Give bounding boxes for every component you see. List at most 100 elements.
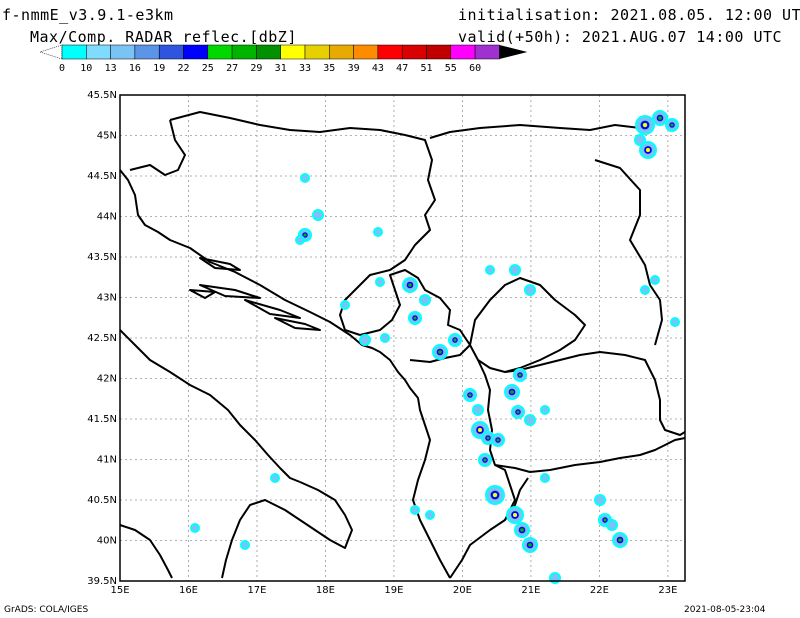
- lat-label: 42.5N: [87, 333, 117, 344]
- echo-cell: [297, 237, 303, 243]
- lon-label: 23E: [658, 585, 677, 596]
- echo-cell: [542, 475, 548, 481]
- border-serbia-east: [594, 159, 663, 346]
- lon-label: 21E: [521, 585, 540, 596]
- colorbar-label: 55: [445, 63, 457, 74]
- echo-cell: [375, 229, 381, 235]
- border-croatia-inner: [129, 119, 186, 176]
- echo-cell: [361, 336, 369, 344]
- echo-cell: [302, 175, 308, 181]
- border-macedonia: [504, 351, 686, 436]
- island-5: [189, 289, 216, 299]
- coastline-apulia: [221, 481, 353, 579]
- echo-cell: [242, 542, 248, 548]
- lat-label: 41.5N: [87, 414, 117, 425]
- colorbar-label: 25: [202, 63, 214, 74]
- coastline-istria: [119, 169, 451, 579]
- echo-peak: [493, 493, 497, 497]
- lat-label: 39.5N: [87, 576, 117, 587]
- echo-cell: [427, 512, 433, 518]
- colorbar-label: 33: [299, 63, 311, 74]
- coastline-italy: [119, 329, 301, 483]
- border-albania-east: [477, 359, 516, 521]
- lat-label: 40.5N: [87, 495, 117, 506]
- lat-label: 45.5N: [87, 90, 117, 101]
- coastline-greece: [449, 477, 529, 579]
- echo-core: [658, 116, 662, 120]
- echo-core: [468, 393, 472, 397]
- island-1: [199, 257, 241, 271]
- colorbar-label: 31: [275, 63, 287, 74]
- valid-time: valid(+50h): 2021.AUG.07 14:00 UTC: [458, 28, 783, 46]
- echo-core: [516, 410, 520, 414]
- echo-cell: [551, 574, 559, 582]
- echo-core: [438, 350, 442, 354]
- colorbar: 0 10 13 16 19 22 25 27 29 31 33 35 39 43 47 51 55 60: [39, 44, 528, 74]
- echo-core: [483, 458, 487, 462]
- lon-label: 22E: [590, 585, 609, 596]
- echo-cell: [192, 525, 198, 531]
- echo-peak: [513, 513, 517, 517]
- echo-cell: [421, 296, 429, 304]
- lon-label: 15E: [110, 585, 129, 596]
- map-frame: [119, 94, 686, 582]
- colorbar-label: 16: [129, 63, 141, 74]
- echo-cell: [636, 136, 644, 144]
- echo-core: [670, 123, 674, 127]
- model-title: f-nmmE_v3.9.1-e3km: [2, 6, 174, 24]
- footer-grads: GrADS: COLA/IGES: [4, 605, 89, 615]
- echo-cell: [526, 286, 534, 294]
- echo-cell: [608, 521, 616, 529]
- colorbar-label: 29: [250, 63, 262, 74]
- colorbar-label: 35: [323, 63, 335, 74]
- colorbar-label: 60: [469, 63, 481, 74]
- colorbar-label: 47: [396, 63, 408, 74]
- echo-peak: [643, 123, 647, 127]
- echo-cell: [342, 302, 348, 308]
- lat-label: 40N: [97, 536, 117, 547]
- island-2: [199, 284, 261, 299]
- border-bosnia: [169, 111, 436, 336]
- echo-cell: [382, 335, 388, 341]
- colorbar-label: 0: [59, 63, 65, 74]
- lon-label: 18E: [316, 585, 335, 596]
- echo-cell: [672, 319, 678, 325]
- lat-label: 45N: [97, 131, 117, 142]
- colorbar-over: [499, 45, 528, 59]
- colorbar-label: 10: [80, 63, 92, 74]
- border-serbia-north: [429, 124, 641, 139]
- echo-cell: [474, 406, 482, 414]
- echo-core: [453, 338, 457, 342]
- echo-core: [413, 316, 417, 320]
- lon-label: 17E: [247, 585, 266, 596]
- colorbar-label: 39: [348, 63, 360, 74]
- echo-core: [518, 373, 522, 377]
- echo-core: [520, 528, 524, 532]
- echo-cell: [272, 475, 278, 481]
- lat-label: 43.5N: [87, 252, 117, 263]
- init-time: initialisation: 2021.08.05. 12:00 UTC: [458, 6, 800, 24]
- echo-core: [486, 436, 490, 440]
- border-kosovo: [469, 277, 586, 373]
- echo-cell: [526, 416, 534, 424]
- field-title: Max/Comp. RADAR reflec.[dbZ]: [30, 28, 297, 46]
- colorbar-label: 43: [372, 63, 384, 74]
- echo-core: [496, 438, 500, 442]
- colorbar-label: 13: [105, 63, 117, 74]
- lat-label: 43N: [97, 293, 117, 304]
- echo-cell: [596, 496, 604, 504]
- island-4: [274, 317, 321, 331]
- echo-cell: [487, 267, 493, 273]
- lat-label: 44.5N: [87, 171, 117, 182]
- border-macedonia-south: [494, 437, 686, 473]
- echo-peak: [646, 148, 650, 152]
- echo-cell: [642, 287, 648, 293]
- footer-timestamp: 2021-08-05-23:04: [684, 605, 766, 615]
- island-3: [244, 299, 301, 319]
- echo-core: [603, 518, 607, 522]
- colorbar-label: 51: [420, 63, 432, 74]
- lat-label: 42N: [97, 374, 117, 385]
- colorbar-label: 19: [153, 63, 165, 74]
- colorbar-label: 22: [177, 63, 189, 74]
